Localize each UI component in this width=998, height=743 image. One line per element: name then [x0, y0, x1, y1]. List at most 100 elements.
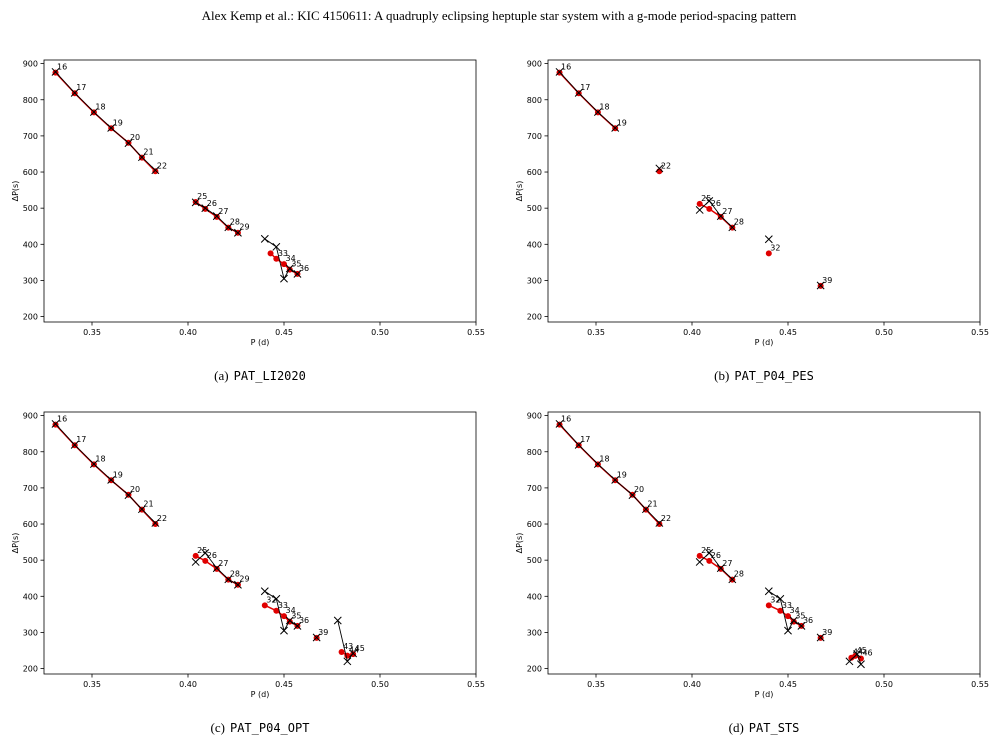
point-label: 39: [822, 276, 832, 285]
point-label: 27: [218, 559, 228, 568]
model-point: [285, 264, 294, 273]
model-point: [280, 626, 288, 635]
observed-point: [696, 200, 703, 207]
model-point: [212, 212, 221, 221]
caption-prefix: (b): [714, 368, 729, 383]
point-label: 32: [266, 595, 276, 604]
point-label: 18: [95, 454, 105, 463]
model-point: [764, 587, 773, 596]
point-label: 19: [617, 118, 627, 127]
x-tick-label: 0.55: [467, 328, 485, 337]
point-label: 25: [197, 192, 207, 201]
point-label: 46: [862, 648, 872, 657]
point-label: 34: [790, 606, 800, 615]
observed-point: [717, 565, 724, 572]
model-point: [816, 281, 825, 290]
y-tick-label: 500: [23, 556, 38, 565]
plot-frame: [547, 59, 981, 323]
model-point: [285, 616, 294, 625]
point-label: 17: [580, 83, 590, 92]
plot-frame: [43, 59, 477, 323]
plot-frame: [547, 411, 981, 675]
point-label: 44: [349, 646, 359, 655]
x-tick-label: 0.45: [275, 328, 293, 337]
point-label: 27: [218, 207, 228, 216]
plot-content: [555, 419, 865, 669]
model-point: [655, 164, 664, 173]
point-label: 21: [143, 500, 153, 509]
y-tick-label: 400: [23, 592, 38, 601]
observed-point: [706, 205, 713, 212]
model-point: [853, 650, 862, 659]
model-point: [655, 518, 664, 527]
observed-point: [765, 250, 772, 257]
observed-point: [338, 648, 345, 655]
observed-point: [267, 250, 274, 257]
y-tick-label: 400: [527, 240, 542, 249]
model-point: [593, 108, 602, 116]
model-point: [280, 274, 288, 283]
model-point: [728, 223, 737, 232]
point-label: 21: [647, 500, 657, 509]
y-tick-label: 300: [527, 276, 542, 285]
y-tick-label: 300: [23, 276, 38, 285]
plot-content: [51, 67, 302, 283]
model-point: [857, 660, 865, 669]
model-point: [151, 518, 160, 527]
x-tick-label: 0.50: [875, 328, 893, 337]
point-label: 26: [711, 199, 721, 208]
plot-content: [51, 419, 358, 666]
model-point: [224, 223, 233, 232]
x-tick-label: 0.35: [83, 328, 101, 337]
model-line: [699, 552, 733, 580]
model-point: [124, 139, 133, 148]
observed-point: [281, 261, 287, 268]
observed-point: [706, 557, 713, 564]
model-point: [845, 657, 854, 666]
y-tick-label: 600: [23, 520, 38, 529]
point-label: 18: [95, 102, 105, 111]
point-label: 43: [343, 642, 353, 651]
point-label: 19: [113, 470, 123, 479]
observed-point: [202, 557, 209, 564]
y-tick-label: 900: [23, 412, 38, 421]
point-label: 33: [278, 601, 288, 610]
observed-point: [152, 521, 159, 528]
model-point: [151, 166, 160, 175]
model-point: [555, 67, 564, 76]
model-point: [51, 67, 60, 76]
panel-a: 0.35 0.40 0.45 0.50 0.55 200 300 400 500 600 700 80…: [11, 59, 485, 383]
y-tick-label: 300: [23, 628, 38, 637]
point-label: 22: [157, 161, 167, 170]
model-point: [784, 626, 792, 635]
y-tick-label: 800: [527, 448, 542, 457]
model-point: [728, 575, 737, 584]
point-label: 39: [318, 628, 328, 637]
model-point: [107, 475, 116, 484]
point-label: 16: [561, 63, 571, 72]
point-label: 44: [853, 648, 863, 657]
y-tick-label: 200: [23, 665, 38, 674]
model-point: [611, 475, 620, 484]
model-point: [641, 505, 650, 514]
point-label: 18: [599, 102, 609, 111]
x-tick-label: 0.45: [779, 680, 797, 689]
point-label: 16: [561, 415, 571, 424]
point-label: 28: [230, 218, 240, 227]
point-label: 21: [143, 148, 153, 157]
y-tick-label: 700: [527, 484, 542, 493]
point-label: 27: [722, 559, 732, 568]
model-point: [272, 594, 281, 603]
point-label: 25: [701, 546, 711, 555]
point-label: 36: [299, 264, 309, 273]
observed-point: [696, 552, 703, 559]
point-label: 18: [599, 454, 609, 463]
y-tick-label: 700: [23, 484, 38, 493]
y-axis-label: ΔP(s): [515, 181, 524, 202]
page-header: Alex Kemp et al.: KIC 4150611: A quadrup…: [201, 8, 797, 23]
point-label: 28: [734, 570, 744, 579]
observed-point: [785, 613, 791, 620]
model-point: [349, 649, 358, 658]
y-tick-label: 700: [23, 132, 38, 141]
